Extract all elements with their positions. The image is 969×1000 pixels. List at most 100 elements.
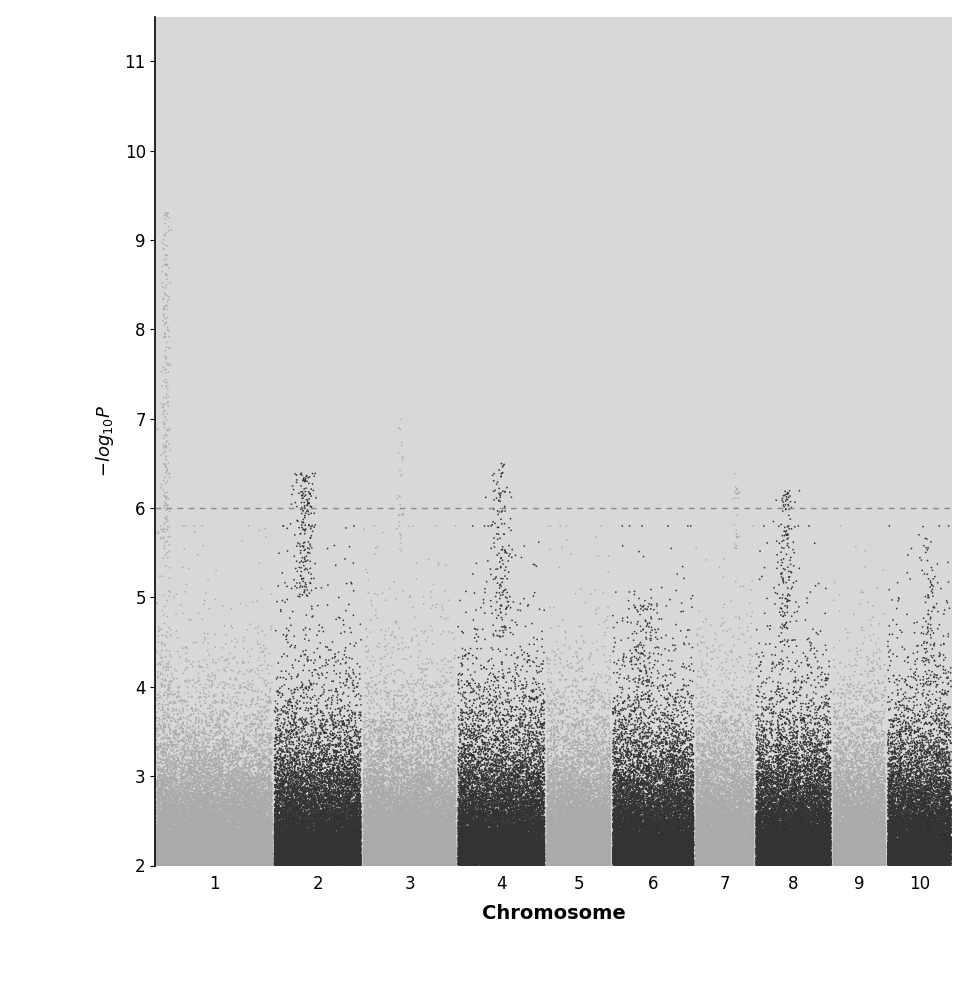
Point bbox=[171, 827, 186, 843]
Point bbox=[599, 850, 614, 866]
Point bbox=[202, 798, 217, 814]
Point bbox=[732, 784, 747, 800]
Point bbox=[609, 763, 624, 779]
Point bbox=[849, 801, 864, 817]
Point bbox=[314, 665, 329, 681]
Point bbox=[867, 798, 883, 814]
Point bbox=[171, 850, 186, 866]
Point bbox=[181, 790, 197, 806]
Point bbox=[297, 834, 313, 850]
Point bbox=[630, 797, 645, 813]
Point bbox=[169, 857, 184, 873]
Point bbox=[759, 810, 774, 826]
Point bbox=[334, 837, 350, 853]
Point bbox=[842, 845, 858, 861]
Point bbox=[772, 845, 788, 861]
Point bbox=[349, 856, 364, 872]
Point bbox=[188, 766, 203, 782]
Point bbox=[239, 840, 255, 856]
Point bbox=[664, 845, 679, 861]
Point bbox=[153, 780, 169, 796]
Point bbox=[461, 812, 477, 828]
Point bbox=[176, 854, 192, 870]
Point bbox=[768, 826, 784, 842]
Point bbox=[370, 847, 386, 863]
Point bbox=[236, 843, 252, 859]
Point bbox=[685, 841, 701, 857]
Point bbox=[850, 706, 865, 722]
Point bbox=[625, 846, 641, 862]
Point bbox=[722, 840, 737, 856]
Point bbox=[871, 845, 887, 861]
Point bbox=[153, 836, 169, 852]
Point bbox=[333, 829, 349, 845]
Point bbox=[788, 816, 803, 832]
Point bbox=[303, 800, 319, 816]
Point bbox=[861, 832, 877, 848]
Point bbox=[667, 818, 682, 834]
Point bbox=[641, 615, 657, 631]
Point bbox=[685, 808, 701, 824]
Point bbox=[472, 849, 487, 865]
Point bbox=[305, 719, 321, 735]
Point bbox=[446, 828, 461, 844]
Point bbox=[470, 803, 485, 819]
Point bbox=[248, 852, 264, 868]
Point bbox=[349, 837, 364, 853]
Point bbox=[760, 820, 775, 836]
Point bbox=[184, 854, 200, 870]
Point bbox=[192, 821, 207, 837]
Point bbox=[447, 857, 462, 873]
Point bbox=[838, 843, 854, 859]
Point bbox=[306, 839, 322, 855]
Point bbox=[630, 838, 645, 854]
Point bbox=[427, 814, 443, 830]
Point bbox=[250, 812, 266, 828]
Point bbox=[534, 843, 549, 859]
Point bbox=[795, 856, 810, 872]
Point bbox=[443, 854, 458, 870]
Point bbox=[741, 843, 757, 859]
Point bbox=[428, 824, 444, 840]
Point bbox=[392, 811, 408, 827]
Point bbox=[651, 853, 667, 869]
Point bbox=[485, 843, 501, 859]
Point bbox=[422, 815, 437, 831]
Point bbox=[691, 837, 706, 853]
Point bbox=[401, 847, 417, 863]
Point bbox=[620, 838, 636, 854]
Point bbox=[322, 826, 337, 842]
Point bbox=[736, 807, 752, 823]
Point bbox=[817, 851, 832, 867]
Point bbox=[731, 819, 746, 835]
Point bbox=[495, 729, 511, 745]
Point bbox=[189, 792, 204, 808]
Point bbox=[639, 775, 654, 791]
Point bbox=[198, 827, 213, 843]
Point bbox=[333, 851, 349, 867]
Point bbox=[855, 839, 870, 855]
Point bbox=[346, 808, 361, 824]
Point bbox=[876, 750, 891, 766]
Point bbox=[912, 817, 927, 833]
Point bbox=[630, 774, 645, 790]
Point bbox=[310, 851, 326, 867]
Point bbox=[544, 666, 559, 682]
Point bbox=[299, 853, 315, 869]
Point bbox=[610, 823, 626, 839]
Point bbox=[336, 759, 352, 775]
Point bbox=[232, 741, 247, 757]
Point bbox=[672, 831, 688, 847]
Point bbox=[290, 857, 305, 873]
Point bbox=[589, 811, 605, 827]
Point bbox=[822, 791, 837, 807]
Point bbox=[580, 825, 596, 841]
Point bbox=[659, 846, 674, 862]
Point bbox=[598, 814, 613, 830]
Point bbox=[176, 781, 192, 797]
Point bbox=[365, 856, 381, 872]
Point bbox=[279, 768, 295, 784]
Point bbox=[329, 853, 345, 869]
Point bbox=[718, 842, 734, 858]
Point bbox=[629, 852, 644, 868]
